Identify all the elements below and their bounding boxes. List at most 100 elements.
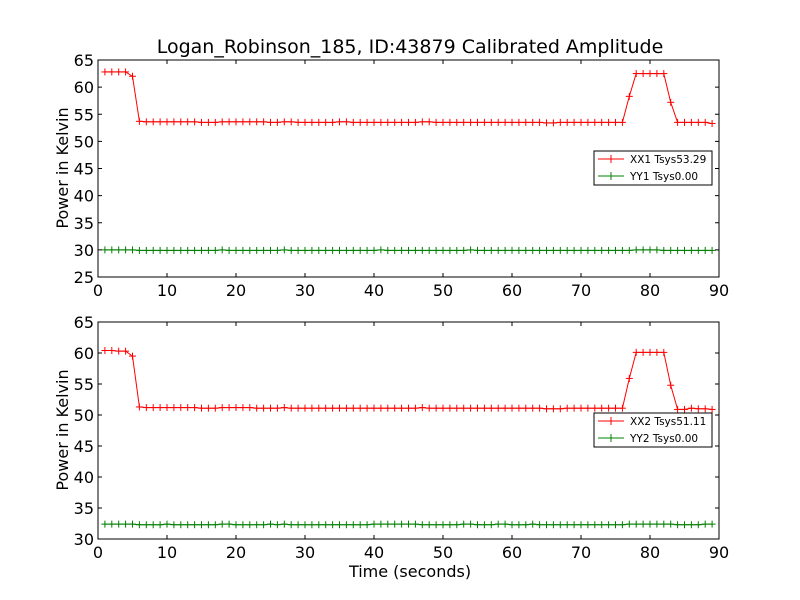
point-yy2 (487, 521, 495, 529)
point-xx1 (425, 118, 433, 126)
point-yy1 (529, 246, 537, 254)
point-xx2 (301, 404, 309, 412)
point-xx2 (198, 404, 205, 412)
point-xx2 (204, 404, 212, 412)
point-xx1 (156, 118, 164, 126)
point-yy2 (184, 521, 192, 529)
point-xx2 (577, 404, 585, 412)
point-yy2 (563, 521, 571, 529)
point-xx1 (322, 118, 330, 126)
point-xx1 (342, 118, 350, 126)
point-yy2 (315, 521, 323, 529)
point-xx1 (543, 119, 550, 127)
point-yy2 (605, 521, 613, 529)
point-yy1 (149, 246, 157, 254)
point-xx1 (122, 68, 130, 76)
point-xx2 (377, 404, 385, 412)
point-xx1 (149, 118, 157, 126)
point-xx1 (681, 118, 688, 126)
point-xx2 (667, 381, 675, 389)
point-xx1 (584, 118, 592, 126)
point-yy1 (211, 246, 219, 254)
point-yy1 (487, 246, 495, 254)
point-xx1 (246, 118, 254, 126)
point-yy2 (549, 521, 557, 529)
point-yy2 (370, 520, 378, 528)
point-yy2 (687, 521, 695, 529)
point-xx2 (342, 404, 350, 412)
point-yy1 (260, 246, 268, 254)
point-yy1 (142, 246, 150, 254)
point-yy2 (570, 521, 578, 529)
point-yy2 (625, 520, 633, 528)
point-yy1 (322, 246, 330, 254)
point-yy1 (632, 246, 640, 254)
point-xx2 (211, 404, 219, 412)
point-xx2 (239, 404, 247, 412)
point-xx2 (480, 404, 488, 412)
point-yy1 (418, 246, 426, 254)
point-xx1 (674, 118, 682, 126)
bottom-y-tick-label: 60 (74, 344, 94, 363)
point-yy1 (667, 246, 675, 254)
point-yy2 (694, 521, 702, 529)
bottom-x-tick-label: 40 (364, 543, 384, 562)
point-xx1 (349, 118, 357, 126)
point-yy1 (115, 246, 123, 254)
point-yy2 (453, 521, 461, 529)
point-xx1 (115, 68, 123, 76)
point-xx1 (170, 118, 178, 126)
point-xx2 (432, 404, 440, 412)
point-xx1 (501, 118, 509, 126)
point-yy1 (411, 246, 419, 254)
point-xx1 (460, 118, 468, 126)
point-yy2 (543, 521, 550, 529)
point-xx2 (529, 404, 537, 412)
point-yy2 (149, 521, 157, 529)
point-xx1 (391, 118, 399, 126)
point-yy2 (411, 520, 419, 528)
top-y-tick-label: 40 (74, 187, 94, 206)
point-xx1 (294, 118, 302, 126)
bottom-x-tick-label: 20 (226, 543, 246, 562)
point-yy1 (239, 246, 247, 254)
point-yy2 (108, 520, 116, 528)
top-y-tick-label: 50 (74, 132, 94, 151)
point-yy1 (605, 246, 613, 254)
point-yy1 (432, 246, 440, 254)
point-yy1 (612, 246, 619, 254)
point-xx2 (591, 404, 599, 412)
point-xx1 (260, 118, 268, 126)
chart-title: Logan_Robinson_185, ID:43879 Calibrated … (157, 36, 664, 58)
point-xx1 (377, 118, 385, 126)
point-yy2 (432, 521, 440, 529)
bottom-y-tick-label: 55 (74, 375, 94, 394)
point-yy2 (701, 520, 709, 528)
point-xx2 (363, 404, 371, 412)
point-xx2 (177, 404, 185, 412)
top-x-tick-label: 70 (571, 281, 591, 300)
point-yy2 (308, 521, 316, 529)
point-yy1 (384, 246, 392, 254)
point-yy1 (598, 246, 606, 254)
point-yy2 (460, 520, 468, 528)
point-xx1 (598, 118, 606, 126)
point-xx2 (494, 404, 502, 412)
point-xx1 (570, 118, 578, 126)
point-yy1 (163, 246, 171, 254)
point-yy2 (674, 521, 682, 529)
point-xx1 (308, 118, 316, 126)
point-yy2 (480, 521, 488, 529)
point-yy2 (232, 521, 240, 529)
point-xx1 (163, 118, 171, 126)
point-xx1 (667, 98, 675, 106)
point-yy1 (556, 246, 564, 254)
bottom-x-tick-label: 0 (93, 543, 103, 562)
point-xx2 (522, 404, 530, 412)
point-xx1 (522, 118, 530, 126)
point-yy2 (198, 521, 205, 529)
point-xx1 (232, 118, 240, 126)
point-xx2 (398, 404, 406, 412)
point-xx1 (356, 118, 364, 126)
point-xx2 (701, 405, 709, 413)
